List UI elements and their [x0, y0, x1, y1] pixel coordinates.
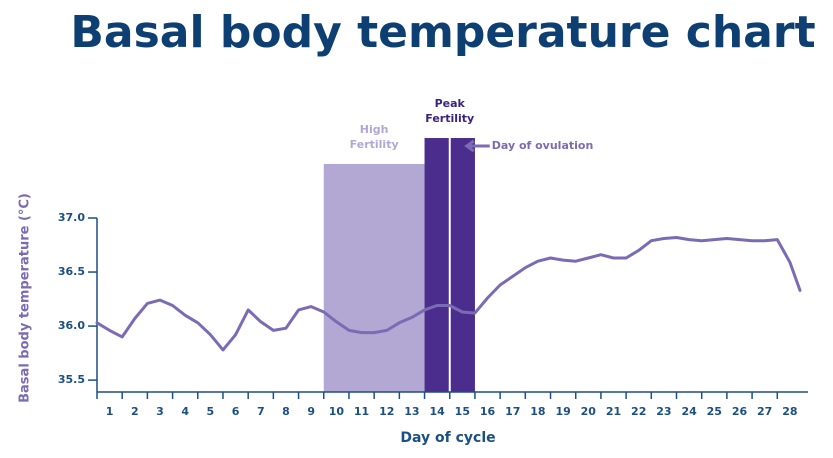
x-tick-label: 20 [581, 405, 597, 418]
x-tick-label: 25 [707, 405, 722, 418]
x-tick-label: 8 [282, 405, 290, 418]
x-tick-label: 28 [782, 405, 797, 418]
x-tick-label: 24 [681, 405, 697, 418]
x-tick-label: 10 [329, 405, 345, 418]
x-tick-label: 13 [404, 405, 419, 418]
x-tick-label: 23 [656, 405, 671, 418]
ovulation-label: Day of ovulation [492, 139, 594, 152]
x-tick-label: 18 [530, 405, 545, 418]
fertility-band [323, 163, 425, 392]
x-tick-label: 14 [429, 405, 445, 418]
x-tick-label: 3 [156, 405, 164, 418]
y-tick-label: 36.5 [58, 265, 85, 278]
x-tick-label: 22 [631, 405, 646, 418]
x-tick-label: 5 [207, 405, 215, 418]
x-tick-label: 12 [379, 405, 394, 418]
band-label: Fertility [425, 112, 474, 125]
x-tick-label: 2 [131, 405, 139, 418]
band-label: High [360, 123, 389, 136]
x-tick-label: 17 [505, 405, 520, 418]
x-tick-label: 4 [181, 405, 189, 418]
x-tick-label: 21 [606, 405, 621, 418]
x-tick-label: 27 [757, 405, 772, 418]
y-tick-label: 35.5 [58, 373, 85, 386]
x-tick-label: 9 [307, 405, 315, 418]
band-label: Fertility [350, 138, 399, 151]
x-tick-label: 7 [257, 405, 265, 418]
y-tick-label: 36.0 [58, 319, 85, 332]
y-axis-label: Basal body temperature (°C) [18, 193, 33, 403]
x-tick-label: 19 [555, 405, 570, 418]
x-tick-label: 15 [455, 405, 470, 418]
x-axis-label: Day of cycle [400, 430, 495, 446]
x-tick-label: 1 [106, 405, 114, 418]
x-tick-label: 16 [480, 405, 496, 418]
x-tick-label: 11 [354, 405, 369, 418]
x-tick-label: 6 [232, 405, 240, 418]
x-tick-label: 26 [732, 405, 748, 418]
band-label: Peak [435, 97, 466, 110]
chart-title: Basal body temperature chart [70, 7, 815, 58]
temperature-line [95, 236, 802, 352]
y-tick-label: 37.0 [58, 211, 85, 224]
ovulation-arrow [464, 139, 490, 153]
